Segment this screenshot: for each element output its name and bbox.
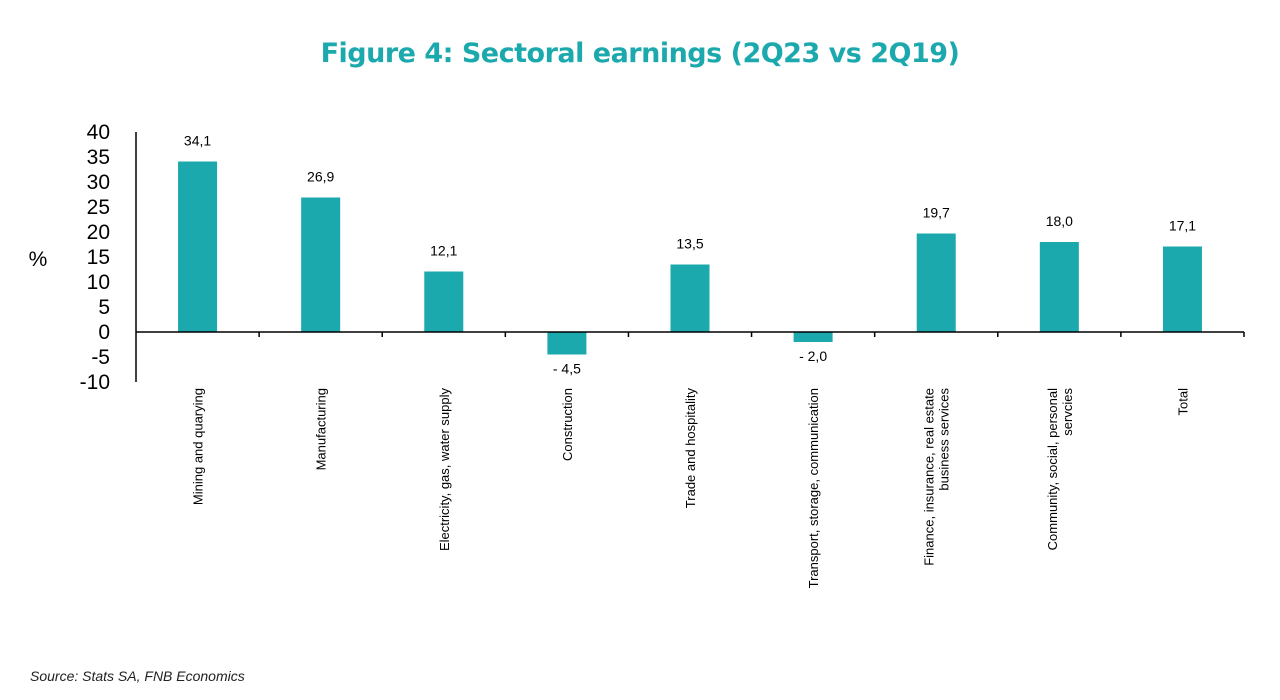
y-axis-label: % (29, 248, 48, 271)
data-label: 19,7 (923, 205, 950, 221)
data-label: - 2,0 (799, 348, 827, 364)
x-category-label: Electricity, gas, water supply (437, 388, 452, 552)
y-tick-label: -5 (91, 346, 110, 369)
x-axis: Mining and quarying Manufacturing Electric… (136, 331, 1245, 588)
x-category-label: Trade and hospitality (683, 388, 698, 509)
data-label: 17,1 (1169, 218, 1196, 234)
bar (916, 233, 956, 332)
bar (301, 197, 341, 332)
data-label: 13,5 (676, 236, 703, 252)
x-category-label: Community, social, personal (1045, 388, 1060, 550)
y-tick-label: 35 (87, 146, 110, 169)
data-label: 12,1 (430, 243, 457, 259)
x-category-label: servcies (1060, 388, 1075, 436)
y-tick-label: 40 (87, 121, 110, 144)
bar (424, 271, 464, 332)
bar (1039, 242, 1079, 332)
bars: 34,1 26,9 12,1 - 4,5 13,5 - 2,0 19,7 18,0 17,1 (178, 133, 1202, 377)
bar (547, 332, 587, 355)
x-category-label: Construction (560, 388, 575, 461)
data-label: 26,9 (307, 169, 334, 185)
data-label: - 4,5 (553, 361, 581, 377)
source-note: Source: Stats SA, FNB Economics (30, 668, 245, 684)
x-category-label: Mining and quarying (191, 388, 206, 505)
x-category-label: business services (937, 388, 952, 491)
bar (793, 332, 833, 342)
x-category-label: Finance, insurance, real estate (922, 388, 937, 566)
y-tick-label: 5 (98, 296, 110, 319)
x-category-label: Transport, storage, communication (806, 388, 821, 588)
y-tick-label: -10 (80, 371, 110, 394)
y-tick-label: 20 (87, 221, 110, 244)
bar (178, 161, 218, 332)
y-tick-label: 15 (87, 246, 110, 269)
data-label: 18,0 (1046, 213, 1073, 229)
y-tick-label: 10 (87, 271, 110, 294)
y-tick-label: 25 (87, 196, 110, 219)
chart-title: Figure 4: Sectoral earnings (2Q23 vs 2Q1… (320, 38, 960, 69)
x-category-label: Total (1175, 388, 1190, 416)
y-tick-label: 0 (98, 321, 110, 344)
y-tick-label: 30 (87, 171, 110, 194)
data-label: 34,1 (184, 133, 211, 149)
bar (670, 264, 710, 332)
bar (1162, 246, 1202, 332)
x-category-label: Manufacturing (314, 388, 329, 470)
